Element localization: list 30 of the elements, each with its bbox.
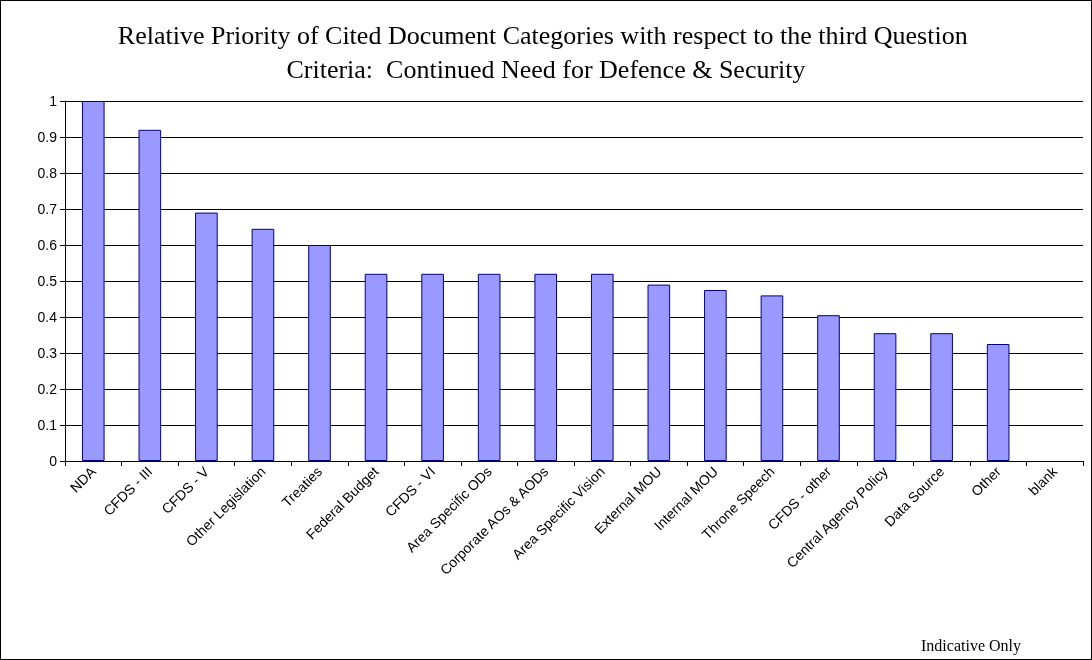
y-tick-label: 0.2	[37, 381, 58, 397]
bar	[873, 333, 897, 461]
bar	[477, 273, 501, 461]
bar	[647, 284, 671, 461]
bar	[534, 273, 558, 461]
text: Indicative Only	[921, 636, 1021, 655]
bar	[930, 333, 953, 461]
bar	[760, 295, 784, 461]
bar	[308, 245, 331, 461]
y-tick-label: 1	[49, 93, 58, 109]
bar	[251, 228, 275, 461]
y-tick-label: 0.3	[37, 345, 58, 361]
bar	[986, 344, 1010, 461]
y-tick-label: 0	[49, 453, 58, 469]
bar	[81, 101, 105, 461]
bar	[817, 315, 840, 461]
bar	[421, 273, 444, 461]
chart-title: Relative Priority of Cited Document Categories with respect to the third Question Criteria: Continued Need for Defence & Security	[117, 20, 975, 84]
y-tick-label: 0.1	[37, 417, 58, 433]
y-tick-label: 0.5	[37, 273, 58, 289]
y-tick-label: 0.7	[37, 201, 58, 217]
y-tick-label: 0.8	[37, 165, 58, 181]
bar	[364, 273, 388, 461]
bar	[590, 273, 614, 461]
bar	[138, 129, 162, 461]
y-tick-label: 0.6	[37, 237, 58, 253]
y-tick-label: 0.4	[37, 309, 58, 325]
bar	[704, 290, 727, 461]
bar	[195, 212, 218, 461]
y-tick-label: 0.9	[37, 129, 58, 145]
